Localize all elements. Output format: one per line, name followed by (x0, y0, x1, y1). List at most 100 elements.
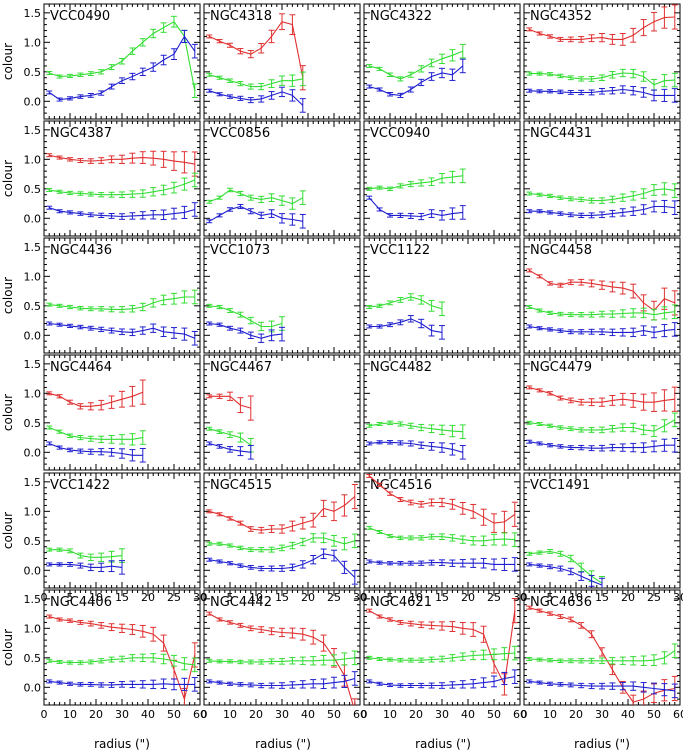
series-red-point (237, 622, 244, 628)
panel-data (366, 168, 466, 221)
series-blue-point (87, 681, 94, 687)
series-blue-point (108, 560, 115, 573)
series-blue-point (258, 682, 265, 689)
series-blue-point (449, 207, 456, 220)
series-green-point (268, 79, 275, 88)
series-blue-point (640, 325, 647, 336)
series-green-point (418, 657, 425, 663)
series-green-point (459, 43, 466, 59)
panel-title: NGC4387 (50, 126, 112, 141)
series-blue-point (418, 78, 425, 87)
series-green-point (237, 190, 244, 197)
series-blue-point (599, 328, 605, 336)
series-blue-point (387, 682, 393, 688)
series-blue-point (67, 323, 73, 328)
series-green-point (98, 306, 105, 312)
series-blue-point (480, 557, 487, 569)
x-tick-label: 60 (513, 708, 527, 721)
series-green-point (150, 298, 157, 308)
series-blue-point (630, 327, 637, 338)
series-green-point (418, 65, 425, 73)
series-blue-point (181, 205, 188, 219)
x-tick-label: 10 (223, 708, 237, 721)
y-tick-label: 0.0 (24, 212, 42, 225)
series-blue-point (397, 561, 404, 566)
x-tick-label: 60 (673, 708, 683, 721)
panel-vcc1491: 051015202530VCC1491 (521, 472, 683, 604)
series-blue-point (150, 62, 157, 72)
series-green-point (640, 424, 647, 436)
series-blue-point (98, 682, 105, 688)
series-blue-point (609, 328, 616, 337)
series-blue-point (299, 213, 306, 229)
series-blue-point (119, 213, 125, 220)
series-green-point (46, 188, 53, 192)
y-tick-label: 0.0 (24, 564, 42, 577)
series-blue-point (206, 441, 213, 446)
series-red-point (661, 389, 668, 412)
series-blue-point (268, 565, 275, 572)
series-blue-point (671, 683, 678, 699)
series-red-point (98, 399, 105, 411)
series-blue-line (369, 65, 464, 96)
series-green-point (87, 191, 94, 197)
series-blue-point (98, 448, 105, 456)
series-green-point (491, 648, 497, 661)
series-red-point (108, 155, 115, 164)
series-green-point (376, 303, 383, 308)
series-red-point (511, 598, 518, 624)
series-green-line (529, 550, 603, 584)
series-green-point (536, 550, 543, 555)
series-green-point (397, 183, 404, 189)
series-blue-line (49, 563, 123, 568)
figure-xlabel: radius (") (415, 737, 471, 751)
series-green-point (609, 195, 616, 204)
series-blue-line (48, 442, 143, 456)
series-blue-point (129, 212, 136, 220)
series-green-point (459, 652, 466, 661)
series-green-point (619, 68, 626, 78)
series-green-point (459, 535, 466, 544)
series-blue-point (237, 682, 244, 687)
series-green-point (526, 191, 533, 196)
series-green-point (567, 426, 574, 432)
series-blue-point (407, 212, 414, 219)
series-green-point (397, 421, 404, 427)
series-red-point (511, 501, 518, 527)
series-blue-point (567, 329, 574, 335)
x-tick-label: 10 (249, 591, 263, 604)
series-blue-point (671, 322, 678, 337)
x-tick-label: 5 (547, 591, 554, 604)
series-green-point (46, 425, 53, 430)
series-red-point (567, 279, 574, 286)
panel-data (526, 385, 678, 453)
y-tick-label: 0.5 (24, 417, 42, 430)
panel-data (206, 13, 306, 113)
series-blue-point (439, 442, 445, 453)
series-blue-point (630, 86, 637, 96)
series-red-point (206, 34, 213, 39)
figure-ylabel: colour (1, 160, 15, 197)
x-tick-label: 15 (435, 591, 449, 604)
series-blue-point (108, 681, 115, 688)
series-green-point (428, 533, 435, 540)
panel-data (46, 289, 198, 346)
series-blue-point (98, 326, 105, 333)
series-red-point (289, 627, 296, 639)
series-blue-point (366, 84, 373, 89)
series-green-point (480, 649, 487, 661)
series-blue-point (227, 94, 233, 99)
series-red-point (526, 605, 533, 610)
series-green-point (609, 310, 616, 318)
series-blue-point (439, 210, 445, 221)
series-green-point (536, 657, 543, 662)
series-green-point (87, 306, 94, 312)
series-red-point (557, 614, 564, 620)
series-green-point (289, 197, 296, 210)
series-blue-point (299, 560, 306, 569)
series-blue-point (376, 560, 383, 565)
series-green-point (428, 656, 435, 663)
series-red-point (599, 647, 605, 657)
series-red-point (46, 391, 53, 396)
